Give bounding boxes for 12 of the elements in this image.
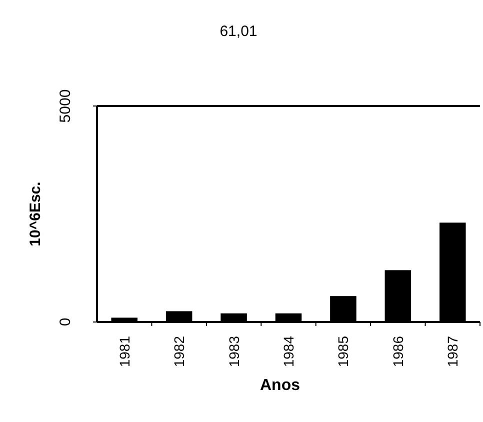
y-tick-label: 0 <box>57 318 74 326</box>
y-axis-title: 10^6Esc. <box>27 182 44 246</box>
x-tick-label: 1983 <box>226 336 242 368</box>
x-tick-label: 1985 <box>335 336 352 368</box>
y-tick-label: 5000 <box>57 89 74 123</box>
x-axis-title: Anos <box>260 377 300 394</box>
chart-title: 61,01 <box>220 23 258 40</box>
x-tick-label: 1986 <box>390 336 406 368</box>
x-tick-label: 1981 <box>116 336 132 368</box>
x-tick-label: 1987 <box>444 336 461 368</box>
x-tick-label: 1982 <box>171 336 188 368</box>
x-tick-label: 1984 <box>280 336 296 368</box>
